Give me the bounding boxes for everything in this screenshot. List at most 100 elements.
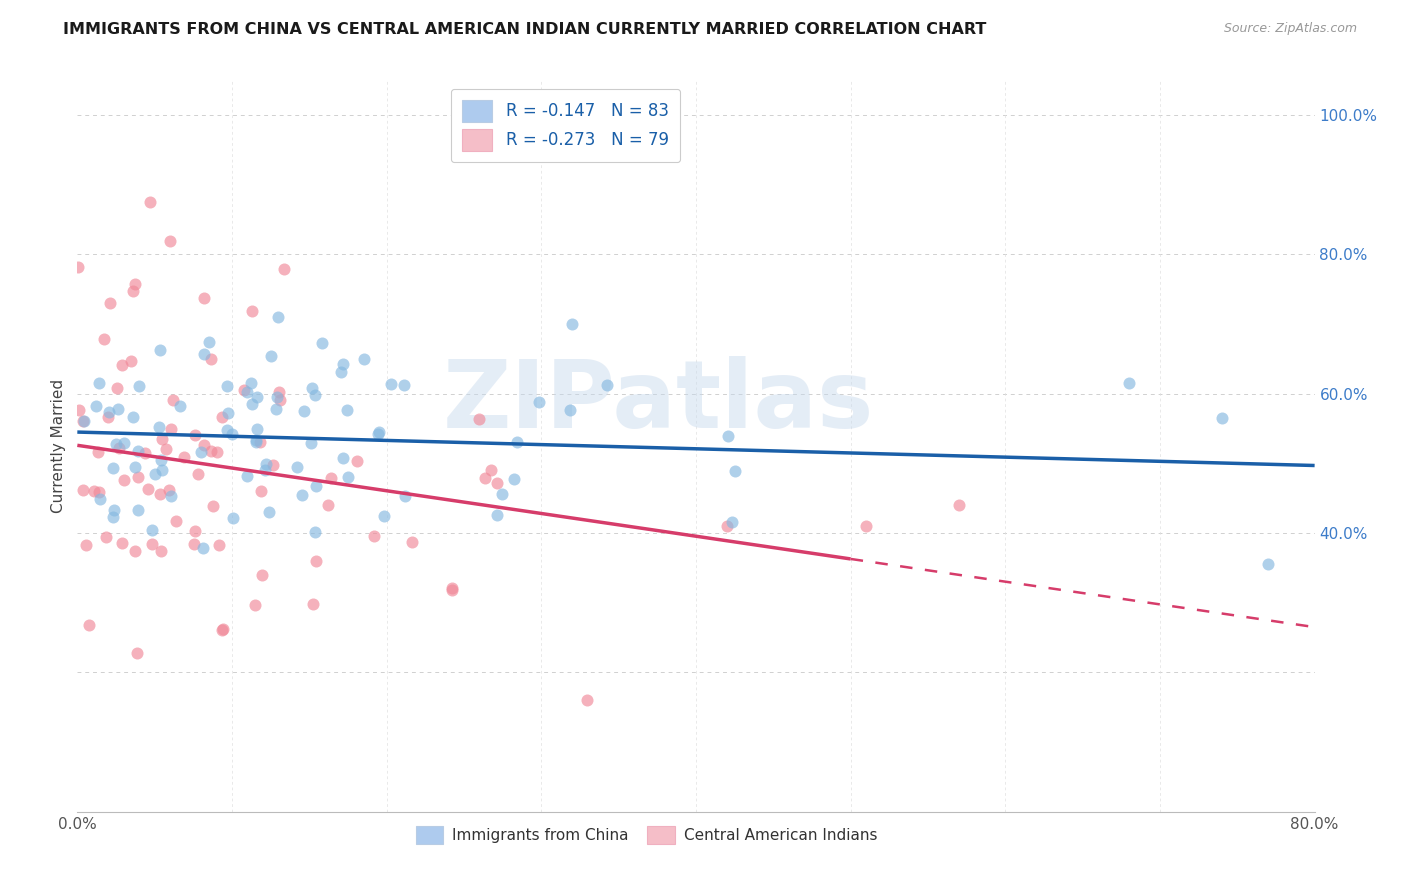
Point [108,441,131,455]
Point [200,444,222,458]
Point [1118,376,1140,391]
Point [363,529,385,543]
Point [128,379,150,393]
Point [67,403,90,417]
Point [267,310,290,325]
Text: Source: ZipAtlas.com: Source: ZipAtlas.com [1223,22,1357,36]
Point [89,491,111,506]
Point [155,442,177,456]
Point [94,530,117,544]
Point [266,390,288,404]
Point [141,523,163,537]
Point [368,425,391,440]
Point [380,376,402,391]
Point [316,498,339,512]
Point [150,432,173,446]
Point [162,392,184,407]
Point [346,454,368,468]
Point [101,460,124,475]
Point [1257,558,1279,572]
Point [211,409,233,424]
Point [222,510,245,524]
Point [112,436,135,450]
Y-axis label: Currently Married: Currently Married [51,379,66,513]
Point [249,435,271,450]
Point [211,624,233,638]
Point [87,484,110,499]
Point [373,508,395,523]
Point [67,260,90,275]
Point [75,538,97,552]
Point [184,428,207,442]
Point [150,544,173,558]
Point [337,469,360,483]
Point [159,234,181,248]
Point [1211,411,1233,425]
Point [165,514,187,528]
Point [84,400,107,414]
Point [157,483,180,497]
Point [529,395,551,409]
Point [111,358,134,372]
Point [596,378,619,392]
Point [491,486,513,500]
Point [127,470,149,484]
Point [332,450,354,465]
Point [149,453,172,467]
Point [254,463,277,477]
Point [221,427,243,442]
Point [575,693,598,707]
Point [97,405,120,419]
Point [190,444,212,458]
Point [292,404,315,418]
Point [304,525,326,540]
Point [486,508,509,522]
Point [139,195,162,210]
Point [160,422,183,436]
Point [561,317,583,331]
Point [193,292,215,306]
Point [716,519,738,533]
Point [184,524,207,538]
Point [336,403,359,417]
Point [193,437,215,451]
Point [394,489,416,503]
Point [143,467,166,481]
Point [136,482,159,496]
Point [112,473,135,487]
Point [127,443,149,458]
Point [250,568,273,582]
Point [479,463,502,477]
Point [311,335,333,350]
Point [87,445,110,459]
Point [246,422,269,436]
Point [148,420,170,434]
Legend: Immigrants from China, Central American Indians: Immigrants from China, Central American … [408,819,884,852]
Point [353,352,375,367]
Point [186,467,208,481]
Point [98,296,121,310]
Point [198,334,221,349]
Point [212,623,235,637]
Text: ZIPatlas: ZIPatlas [443,356,875,448]
Point [254,458,277,472]
Point [319,471,342,485]
Point [259,349,281,363]
Point [149,343,172,358]
Point [97,410,120,425]
Point [127,646,149,660]
Point [246,390,269,404]
Point [304,387,326,401]
Point [173,450,195,464]
Point [502,472,524,486]
Point [150,463,173,477]
Point [245,434,267,449]
Point [299,435,322,450]
Point [285,459,308,474]
Point [121,353,143,368]
Text: IMMIGRANTS FROM CHINA VS CENTRAL AMERICAN INDIAN CURRENTLY MARRIED CORRELATION C: IMMIGRANTS FROM CHINA VS CENTRAL AMERICA… [63,22,987,37]
Point [236,469,259,483]
Point [93,332,115,346]
Point [89,376,111,390]
Point [267,385,290,400]
